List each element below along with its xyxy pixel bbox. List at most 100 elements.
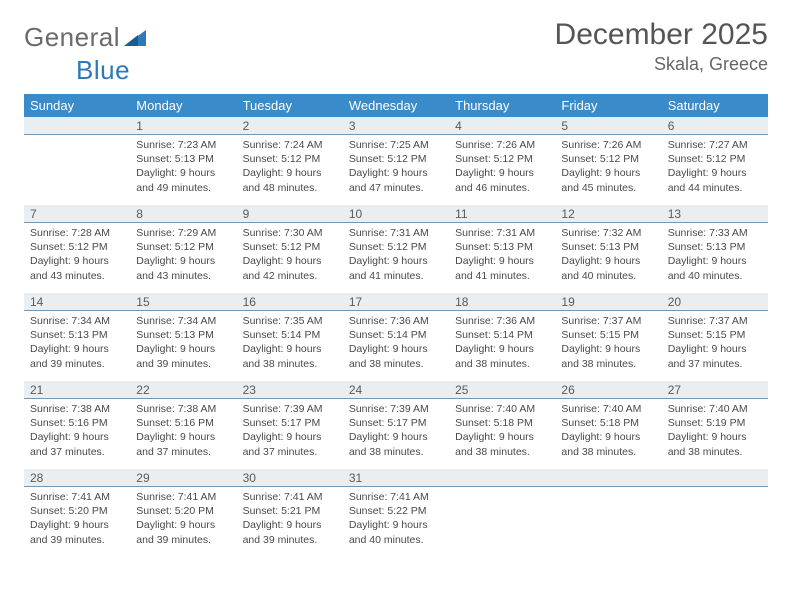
day-number: 17 — [343, 293, 449, 311]
day-details: Sunrise: 7:41 AMSunset: 5:22 PMDaylight:… — [343, 487, 449, 549]
day-header-row: SundayMondayTuesdayWednesdayThursdayFrid… — [24, 94, 768, 117]
calendar-cell: 30Sunrise: 7:41 AMSunset: 5:21 PMDayligh… — [237, 469, 343, 557]
day-header: Friday — [555, 94, 661, 117]
calendar-cell: 1Sunrise: 7:23 AMSunset: 5:13 PMDaylight… — [130, 117, 236, 205]
day-number: 23 — [237, 381, 343, 399]
day-details: Sunrise: 7:37 AMSunset: 5:15 PMDaylight:… — [662, 311, 768, 373]
day-details: Sunrise: 7:33 AMSunset: 5:13 PMDaylight:… — [662, 223, 768, 285]
day-details: Sunrise: 7:38 AMSunset: 5:16 PMDaylight:… — [130, 399, 236, 461]
day-number: 18 — [449, 293, 555, 311]
day-number: 27 — [662, 381, 768, 399]
calendar-cell: 17Sunrise: 7:36 AMSunset: 5:14 PMDayligh… — [343, 293, 449, 381]
day-details: Sunrise: 7:32 AMSunset: 5:13 PMDaylight:… — [555, 223, 661, 285]
calendar-cell: 4Sunrise: 7:26 AMSunset: 5:12 PMDaylight… — [449, 117, 555, 205]
calendar-cell — [662, 469, 768, 557]
calendar-cell: 20Sunrise: 7:37 AMSunset: 5:15 PMDayligh… — [662, 293, 768, 381]
day-details: Sunrise: 7:26 AMSunset: 5:12 PMDaylight:… — [555, 135, 661, 197]
calendar-cell: 16Sunrise: 7:35 AMSunset: 5:14 PMDayligh… — [237, 293, 343, 381]
day-number: 12 — [555, 205, 661, 223]
calendar-body: 1Sunrise: 7:23 AMSunset: 5:13 PMDaylight… — [24, 117, 768, 557]
day-details: Sunrise: 7:31 AMSunset: 5:12 PMDaylight:… — [343, 223, 449, 285]
day-details: Sunrise: 7:40 AMSunset: 5:18 PMDaylight:… — [555, 399, 661, 461]
day-details: Sunrise: 7:36 AMSunset: 5:14 PMDaylight:… — [449, 311, 555, 373]
day-details: Sunrise: 7:30 AMSunset: 5:12 PMDaylight:… — [237, 223, 343, 285]
calendar-cell: 13Sunrise: 7:33 AMSunset: 5:13 PMDayligh… — [662, 205, 768, 293]
day-number: 14 — [24, 293, 130, 311]
day-number: 28 — [24, 469, 130, 487]
calendar-cell — [449, 469, 555, 557]
day-details: Sunrise: 7:23 AMSunset: 5:13 PMDaylight:… — [130, 135, 236, 197]
day-number: 22 — [130, 381, 236, 399]
calendar-cell: 8Sunrise: 7:29 AMSunset: 5:12 PMDaylight… — [130, 205, 236, 293]
day-number: 5 — [555, 117, 661, 135]
day-number: 20 — [662, 293, 768, 311]
calendar-cell: 25Sunrise: 7:40 AMSunset: 5:18 PMDayligh… — [449, 381, 555, 469]
day-number: 26 — [555, 381, 661, 399]
calendar-cell: 2Sunrise: 7:24 AMSunset: 5:12 PMDaylight… — [237, 117, 343, 205]
location-label: Skala, Greece — [555, 54, 768, 75]
brand-logo: General Blue — [24, 18, 150, 86]
day-details: Sunrise: 7:34 AMSunset: 5:13 PMDaylight:… — [24, 311, 130, 373]
calendar-cell: 24Sunrise: 7:39 AMSunset: 5:17 PMDayligh… — [343, 381, 449, 469]
day-number: 10 — [343, 205, 449, 223]
calendar-cell: 5Sunrise: 7:26 AMSunset: 5:12 PMDaylight… — [555, 117, 661, 205]
brand-text: General Blue — [24, 22, 150, 86]
page-header: General Blue December 2025 Skala, Greece — [24, 18, 768, 86]
day-details: Sunrise: 7:39 AMSunset: 5:17 PMDaylight:… — [237, 399, 343, 461]
calendar-cell: 29Sunrise: 7:41 AMSunset: 5:20 PMDayligh… — [130, 469, 236, 557]
day-number: 4 — [449, 117, 555, 135]
calendar-cell: 18Sunrise: 7:36 AMSunset: 5:14 PMDayligh… — [449, 293, 555, 381]
calendar-cell: 15Sunrise: 7:34 AMSunset: 5:13 PMDayligh… — [130, 293, 236, 381]
day-details: Sunrise: 7:24 AMSunset: 5:12 PMDaylight:… — [237, 135, 343, 197]
calendar-cell: 7Sunrise: 7:28 AMSunset: 5:12 PMDaylight… — [24, 205, 130, 293]
brand-part1: General — [24, 22, 120, 52]
day-number: 9 — [237, 205, 343, 223]
calendar-cell: 10Sunrise: 7:31 AMSunset: 5:12 PMDayligh… — [343, 205, 449, 293]
day-number: 25 — [449, 381, 555, 399]
day-number: 6 — [662, 117, 768, 135]
title-block: December 2025 Skala, Greece — [555, 18, 768, 75]
day-header: Wednesday — [343, 94, 449, 117]
calendar-table: SundayMondayTuesdayWednesdayThursdayFrid… — [24, 94, 768, 557]
day-details: Sunrise: 7:39 AMSunset: 5:17 PMDaylight:… — [343, 399, 449, 461]
day-details: Sunrise: 7:29 AMSunset: 5:12 PMDaylight:… — [130, 223, 236, 285]
calendar-cell — [24, 117, 130, 205]
day-header: Saturday — [662, 94, 768, 117]
calendar-cell: 31Sunrise: 7:41 AMSunset: 5:22 PMDayligh… — [343, 469, 449, 557]
calendar-cell: 19Sunrise: 7:37 AMSunset: 5:15 PMDayligh… — [555, 293, 661, 381]
day-details: Sunrise: 7:40 AMSunset: 5:18 PMDaylight:… — [449, 399, 555, 461]
calendar-cell: 11Sunrise: 7:31 AMSunset: 5:13 PMDayligh… — [449, 205, 555, 293]
calendar-cell: 14Sunrise: 7:34 AMSunset: 5:13 PMDayligh… — [24, 293, 130, 381]
day-details: Sunrise: 7:41 AMSunset: 5:21 PMDaylight:… — [237, 487, 343, 549]
day-number: 11 — [449, 205, 555, 223]
day-number: 19 — [555, 293, 661, 311]
day-details: Sunrise: 7:41 AMSunset: 5:20 PMDaylight:… — [130, 487, 236, 549]
calendar-cell: 9Sunrise: 7:30 AMSunset: 5:12 PMDaylight… — [237, 205, 343, 293]
day-header: Monday — [130, 94, 236, 117]
calendar-cell: 26Sunrise: 7:40 AMSunset: 5:18 PMDayligh… — [555, 381, 661, 469]
day-number: 30 — [237, 469, 343, 487]
day-header: Sunday — [24, 94, 130, 117]
month-title: December 2025 — [555, 18, 768, 52]
day-details: Sunrise: 7:28 AMSunset: 5:12 PMDaylight:… — [24, 223, 130, 285]
day-number: 16 — [237, 293, 343, 311]
day-header: Tuesday — [237, 94, 343, 117]
day-number: 3 — [343, 117, 449, 135]
day-number: 2 — [237, 117, 343, 135]
day-number: 7 — [24, 205, 130, 223]
calendar-cell: 28Sunrise: 7:41 AMSunset: 5:20 PMDayligh… — [24, 469, 130, 557]
day-details: Sunrise: 7:31 AMSunset: 5:13 PMDaylight:… — [449, 223, 555, 285]
day-details: Sunrise: 7:41 AMSunset: 5:20 PMDaylight:… — [24, 487, 130, 549]
day-number: 1 — [130, 117, 236, 135]
day-details: Sunrise: 7:27 AMSunset: 5:12 PMDaylight:… — [662, 135, 768, 197]
day-details: Sunrise: 7:36 AMSunset: 5:14 PMDaylight:… — [343, 311, 449, 373]
day-details: Sunrise: 7:40 AMSunset: 5:19 PMDaylight:… — [662, 399, 768, 461]
calendar-cell: 22Sunrise: 7:38 AMSunset: 5:16 PMDayligh… — [130, 381, 236, 469]
brand-part2: Blue — [76, 55, 130, 85]
day-number: 31 — [343, 469, 449, 487]
day-number: 8 — [130, 205, 236, 223]
sail-icon — [124, 24, 150, 55]
day-number: 21 — [24, 381, 130, 399]
day-number: 24 — [343, 381, 449, 399]
day-number: 29 — [130, 469, 236, 487]
